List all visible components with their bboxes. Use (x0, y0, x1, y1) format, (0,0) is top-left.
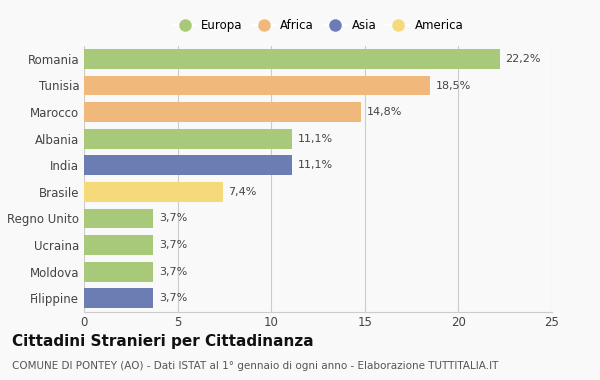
Text: 3,7%: 3,7% (159, 293, 187, 303)
Text: 3,7%: 3,7% (159, 267, 187, 277)
Bar (84, 155, 292, 175)
Text: 22,2%: 22,2% (505, 54, 541, 64)
Bar (84, 182, 223, 202)
Bar (84, 102, 361, 122)
Text: 3,7%: 3,7% (159, 240, 187, 250)
Text: 14,8%: 14,8% (367, 107, 402, 117)
Bar (84, 49, 500, 69)
Bar (84, 129, 292, 149)
Bar (84, 235, 153, 255)
Text: COMUNE DI PONTEY (AO) - Dati ISTAT al 1° gennaio di ogni anno - Elaborazione TUT: COMUNE DI PONTEY (AO) - Dati ISTAT al 1°… (12, 361, 499, 371)
Bar (84, 209, 153, 228)
Text: Cittadini Stranieri per Cittadinanza: Cittadini Stranieri per Cittadinanza (12, 334, 314, 349)
Text: 3,7%: 3,7% (159, 214, 187, 223)
Bar (84, 262, 153, 282)
Bar (84, 76, 430, 95)
Text: 11,1%: 11,1% (298, 160, 332, 170)
Legend: Europa, Africa, Asia, America: Europa, Africa, Asia, America (170, 17, 466, 34)
Text: 7,4%: 7,4% (228, 187, 257, 197)
Text: 11,1%: 11,1% (298, 134, 332, 144)
Text: 18,5%: 18,5% (436, 81, 471, 90)
Bar (84, 288, 153, 308)
